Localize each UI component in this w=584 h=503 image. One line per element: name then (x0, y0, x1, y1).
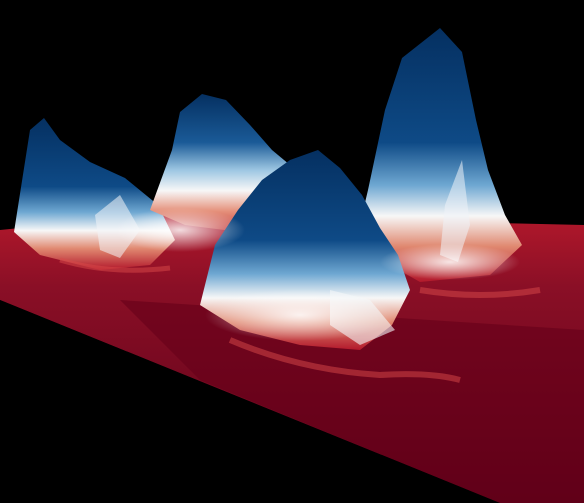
surface-base-plane-shadow (120, 300, 584, 503)
valley-glow-right (380, 244, 520, 280)
surface-base-plane-front-face (0, 300, 500, 503)
plane-ripple-2 (419, 287, 541, 298)
plane-ripple-3 (59, 257, 171, 273)
right-tall-peak-highlight (440, 160, 470, 262)
right-tall-peak (355, 28, 522, 282)
valley-glow-front (205, 289, 395, 341)
plane-ripple-1 (228, 337, 461, 383)
valley-glow-left (115, 208, 245, 252)
